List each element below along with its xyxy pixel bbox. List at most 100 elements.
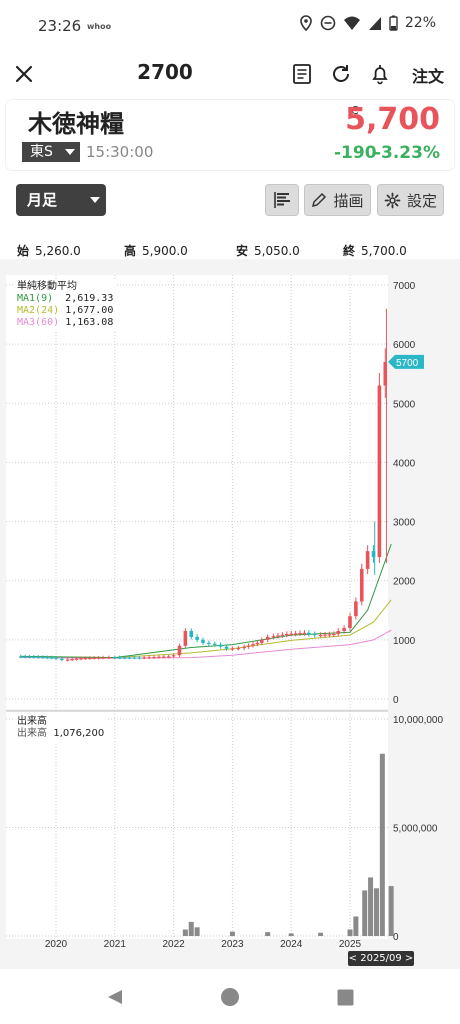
refresh-icon[interactable] xyxy=(330,63,352,85)
candle-body xyxy=(201,639,205,643)
candle-body xyxy=(183,630,188,646)
candle-body xyxy=(224,646,229,649)
candle-body xyxy=(162,656,166,658)
settings-button[interactable]: 設定 xyxy=(377,184,444,216)
ma2-label: MA2(24) xyxy=(17,305,60,316)
price-axis-label: 3000 xyxy=(393,518,416,529)
chart-area[interactable]: 7000 6000 5000 4000 3000 2000 1000 0 5700 10,000,… xyxy=(0,259,460,969)
back-icon[interactable] xyxy=(106,988,124,1006)
ma1-value: 2,619.33 xyxy=(65,293,114,304)
home-icon[interactable] xyxy=(220,987,240,1007)
candle-body xyxy=(246,645,251,647)
draw-button[interactable]: 描画 xyxy=(304,184,371,216)
volume-bar xyxy=(318,932,324,936)
candle-body xyxy=(371,551,376,558)
volume-legend: 出来高 出来高 1,076,200 xyxy=(13,714,109,742)
candle-body xyxy=(122,657,127,659)
candle-body xyxy=(289,633,293,635)
status-bar: 23:26 whoo 22% xyxy=(0,0,460,52)
period-select[interactable]: 月足 xyxy=(16,184,106,216)
candle-body xyxy=(348,616,352,629)
bell-icon[interactable] xyxy=(369,63,391,85)
candle-body xyxy=(60,658,64,660)
candle-body xyxy=(45,657,49,659)
date-flag[interactable]: < 2025/09 > xyxy=(348,951,414,966)
candle-body xyxy=(318,634,323,637)
volume-bar xyxy=(265,932,271,936)
system-nav-bar xyxy=(0,970,460,1024)
price-chart[interactable]: 7000 6000 5000 4000 3000 2000 1000 0 5700 10,000,… xyxy=(0,259,460,969)
volume-bar xyxy=(379,753,385,936)
candle-body xyxy=(70,659,74,661)
price-axis-label: 0 xyxy=(393,695,399,706)
candle-body xyxy=(342,628,346,631)
ohlc-low: 安 5,050.0 xyxy=(236,242,300,259)
open-label: 始 xyxy=(17,244,30,258)
recents-icon[interactable] xyxy=(337,989,354,1006)
candle-body xyxy=(18,656,23,658)
candle-body xyxy=(113,657,117,659)
candle-body xyxy=(171,655,176,657)
year-label: 2023 xyxy=(221,939,244,950)
volume-bar xyxy=(362,890,368,936)
candle-body xyxy=(65,659,70,661)
document-icon[interactable] xyxy=(291,63,313,85)
pencil-icon xyxy=(312,192,327,208)
candle-body xyxy=(260,639,264,643)
candle-body xyxy=(276,635,280,637)
candle-body xyxy=(157,656,161,659)
candle-body xyxy=(336,630,341,634)
chart-type-button[interactable] xyxy=(265,184,299,216)
ma1-row: MA1(9) 2,619.33 xyxy=(17,293,113,305)
ma1-label: MA1(9) xyxy=(17,293,54,304)
price-axis-label: 5000 xyxy=(393,399,416,410)
volume-bar xyxy=(388,886,394,936)
ma2-value: 1,677.00 xyxy=(65,305,114,316)
ma-legend-title: 単純移動平均 xyxy=(17,281,77,292)
candle-body xyxy=(302,632,307,634)
close-icon[interactable] xyxy=(12,62,36,86)
candle-body xyxy=(207,642,211,645)
candle-body xyxy=(83,658,88,660)
volume-bar xyxy=(347,929,353,936)
candle-body xyxy=(142,657,146,659)
candle-body xyxy=(36,656,41,658)
order-button[interactable]: 注文 xyxy=(411,67,444,86)
candle-body xyxy=(23,656,27,658)
open-value: 5,260.0 xyxy=(35,244,81,258)
ma3-line xyxy=(20,629,392,659)
ma3-row: MA3(60) 1,163.08 xyxy=(17,317,113,329)
candle-body xyxy=(298,633,302,635)
market-select[interactable]: 東S xyxy=(22,142,80,162)
volume-value: 1,076,200 xyxy=(53,728,105,739)
wifi-icon xyxy=(343,16,360,30)
close-label: 終 xyxy=(343,244,356,258)
status-app-label: whoo xyxy=(87,22,112,31)
volume-bar xyxy=(229,931,235,936)
candle-body xyxy=(236,648,241,650)
candle-body xyxy=(212,643,217,645)
candle-body xyxy=(117,657,122,659)
candle-body xyxy=(54,657,58,659)
volume-axis-label: 0 xyxy=(393,932,399,943)
candle-body xyxy=(166,656,171,658)
candle-body xyxy=(101,657,105,659)
candle-body xyxy=(271,636,276,638)
year-label: 2021 xyxy=(104,939,127,950)
volume-axis-label: 10,000,000 xyxy=(393,715,443,726)
price-axis-label: 2000 xyxy=(393,577,416,588)
chevron-down-icon xyxy=(90,197,100,203)
dnd-icon xyxy=(320,15,336,31)
low-label: 安 xyxy=(236,244,249,258)
current-price: 5,700 xyxy=(345,102,440,137)
candle-body xyxy=(177,645,182,656)
candle-body xyxy=(312,633,317,636)
year-label: 2022 xyxy=(162,939,185,950)
year-label: 2020 xyxy=(45,939,68,950)
candle-body xyxy=(152,657,156,659)
candle-body xyxy=(265,636,270,640)
volume-bar xyxy=(182,929,188,936)
candle-body xyxy=(96,657,101,659)
candle-body xyxy=(27,656,32,658)
volume-axis-label: 5,000,000 xyxy=(393,824,438,835)
